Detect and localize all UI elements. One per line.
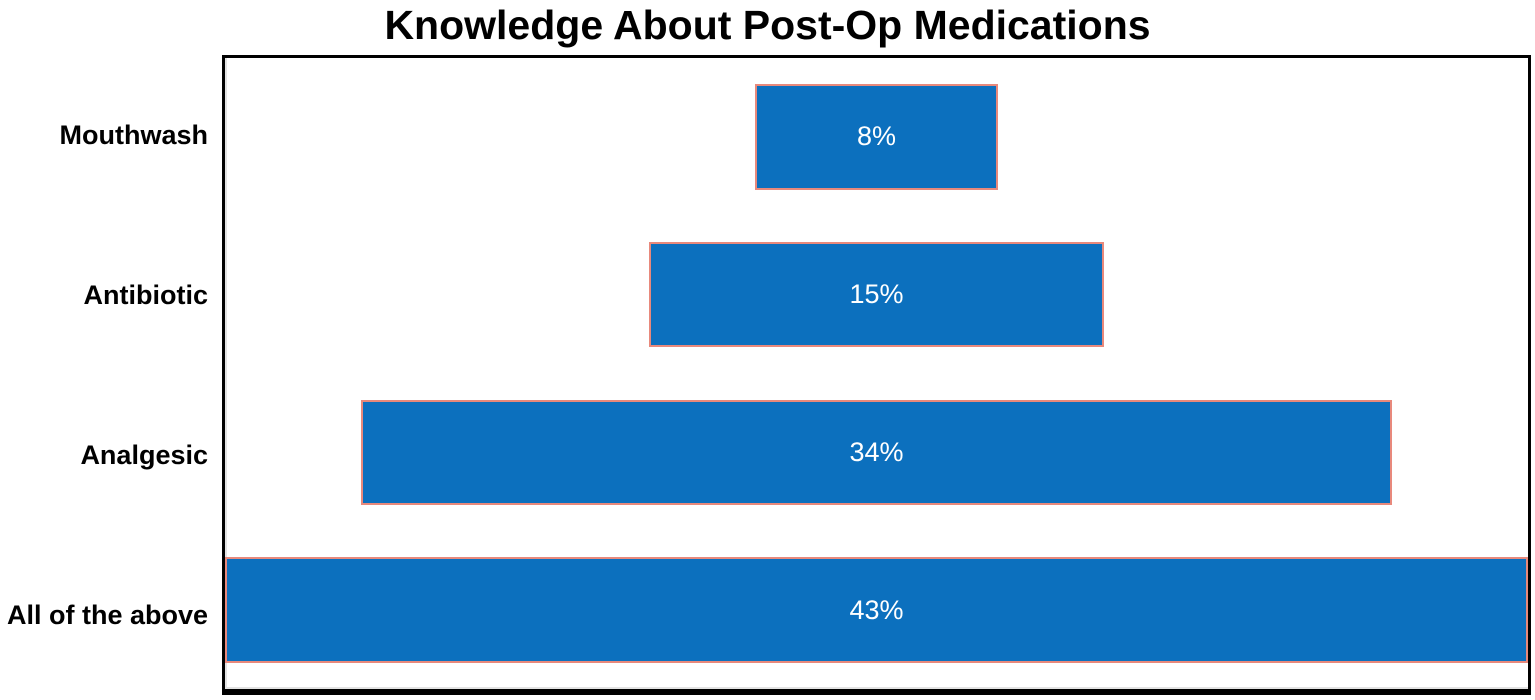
bar-row-all-of-the-above: 43%: [225, 531, 1528, 689]
bar-value-label-analgesic: 34%: [849, 436, 904, 467]
plot-area: 8% 15% 34% 43%: [222, 55, 1531, 695]
category-axis-labels: Mouthwash Antibiotic Analgesic All of the a…: [0, 55, 208, 695]
bar-row-mouthwash: 8%: [225, 58, 1528, 216]
bar-value-label-antibiotic: 15%: [849, 279, 904, 310]
bar-rows: 8% 15% 34% 43%: [225, 58, 1528, 689]
bar-antibiotic: 15%: [649, 241, 1104, 348]
bar-analgesic: 34%: [361, 399, 1392, 506]
bar-row-antibiotic: 15%: [225, 216, 1528, 374]
category-label-analgesic: Analgesic: [80, 439, 208, 470]
chart-title: Knowledge About Post-Op Medications: [384, 2, 1151, 48]
category-label-mouthwash: Mouthwash: [59, 119, 209, 150]
bar-all-of-the-above: 43%: [225, 557, 1528, 663]
bar-value-label-all-of-the-above: 43%: [849, 594, 904, 625]
bar-mouthwash: 8%: [755, 84, 998, 190]
bar-row-analgesic: 34%: [225, 374, 1528, 532]
bar-value-label-mouthwash: 8%: [856, 121, 897, 152]
category-label-antibiotic: Antibiotic: [83, 279, 208, 310]
category-label-all-of-the-above: All of the above: [6, 599, 208, 630]
